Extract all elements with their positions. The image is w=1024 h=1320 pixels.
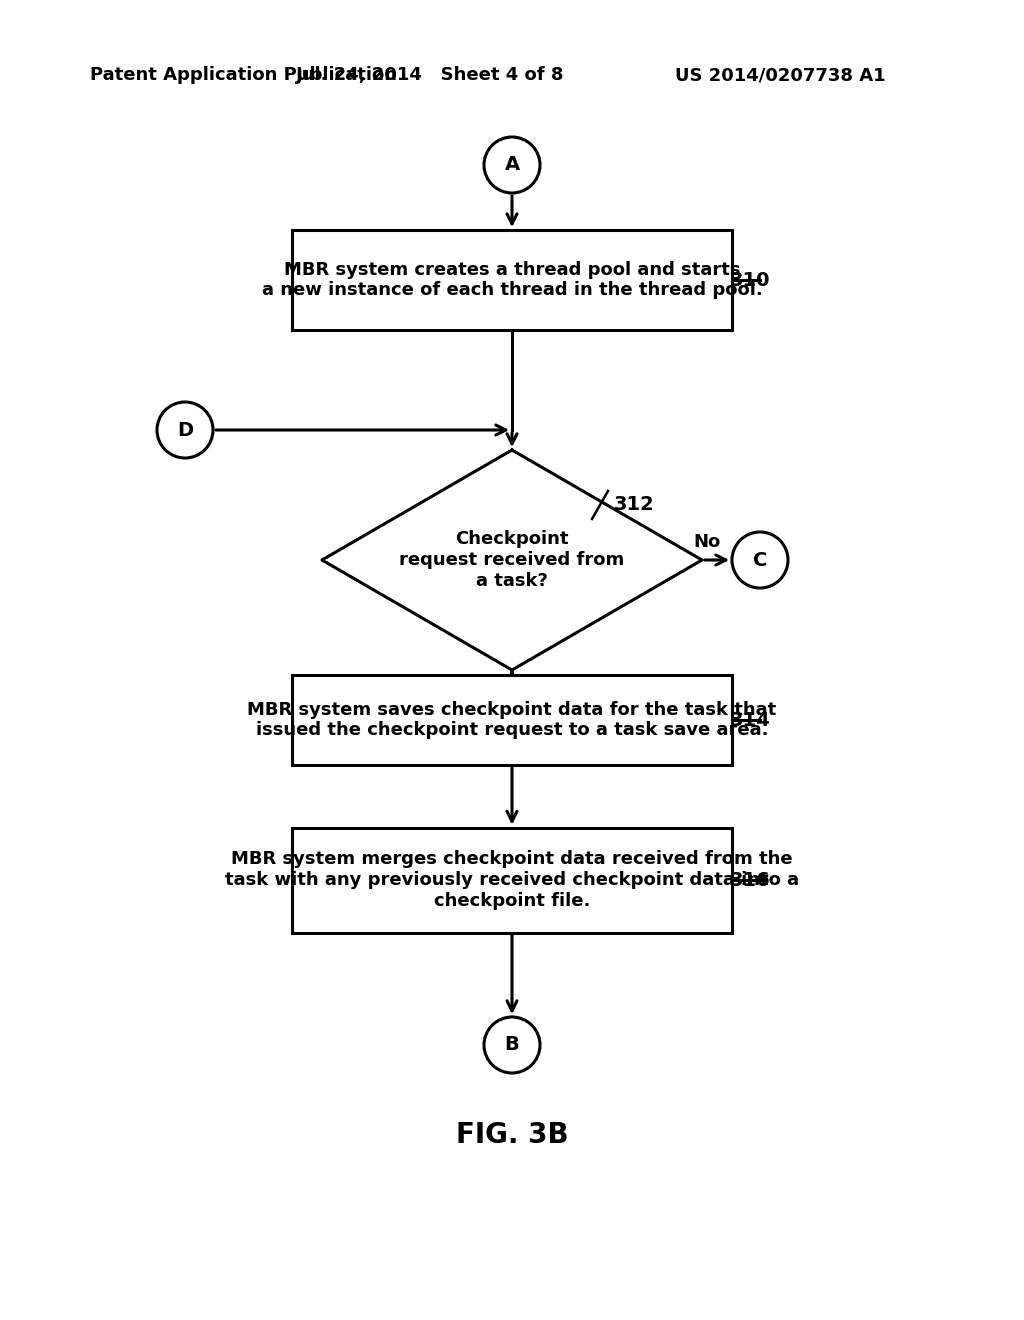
Text: MBR system saves checkpoint data for the task that
issued the checkpoint request: MBR system saves checkpoint data for the… (248, 701, 776, 739)
Text: Patent Application Publication: Patent Application Publication (90, 66, 397, 84)
Text: Yes: Yes (528, 689, 562, 708)
Text: B: B (505, 1035, 519, 1055)
Polygon shape (322, 450, 702, 671)
Text: FIG. 3B: FIG. 3B (456, 1121, 568, 1148)
Bar (292, 230, 732, 330)
Text: 314: 314 (730, 710, 771, 730)
Text: A: A (505, 156, 519, 174)
Text: US 2014/0207738 A1: US 2014/0207738 A1 (675, 66, 886, 84)
Text: 312: 312 (614, 495, 654, 515)
Text: 316: 316 (730, 870, 771, 890)
Text: Jul. 24, 2014   Sheet 4 of 8: Jul. 24, 2014 Sheet 4 of 8 (296, 66, 564, 84)
Bar (292, 828, 732, 932)
Text: MBR system creates a thread pool and starts
a new instance of each thread in the: MBR system creates a thread pool and sta… (261, 260, 763, 300)
Circle shape (484, 1016, 540, 1073)
Circle shape (157, 403, 213, 458)
Text: C: C (753, 550, 767, 569)
Circle shape (732, 532, 788, 587)
Text: 310: 310 (730, 271, 770, 289)
Circle shape (484, 137, 540, 193)
Text: D: D (177, 421, 194, 440)
Text: Checkpoint
request received from
a task?: Checkpoint request received from a task? (399, 531, 625, 590)
Bar (292, 675, 732, 766)
Text: MBR system merges checkpoint data received from the
task with any previously rec: MBR system merges checkpoint data receiv… (225, 850, 799, 909)
Text: No: No (693, 533, 721, 550)
